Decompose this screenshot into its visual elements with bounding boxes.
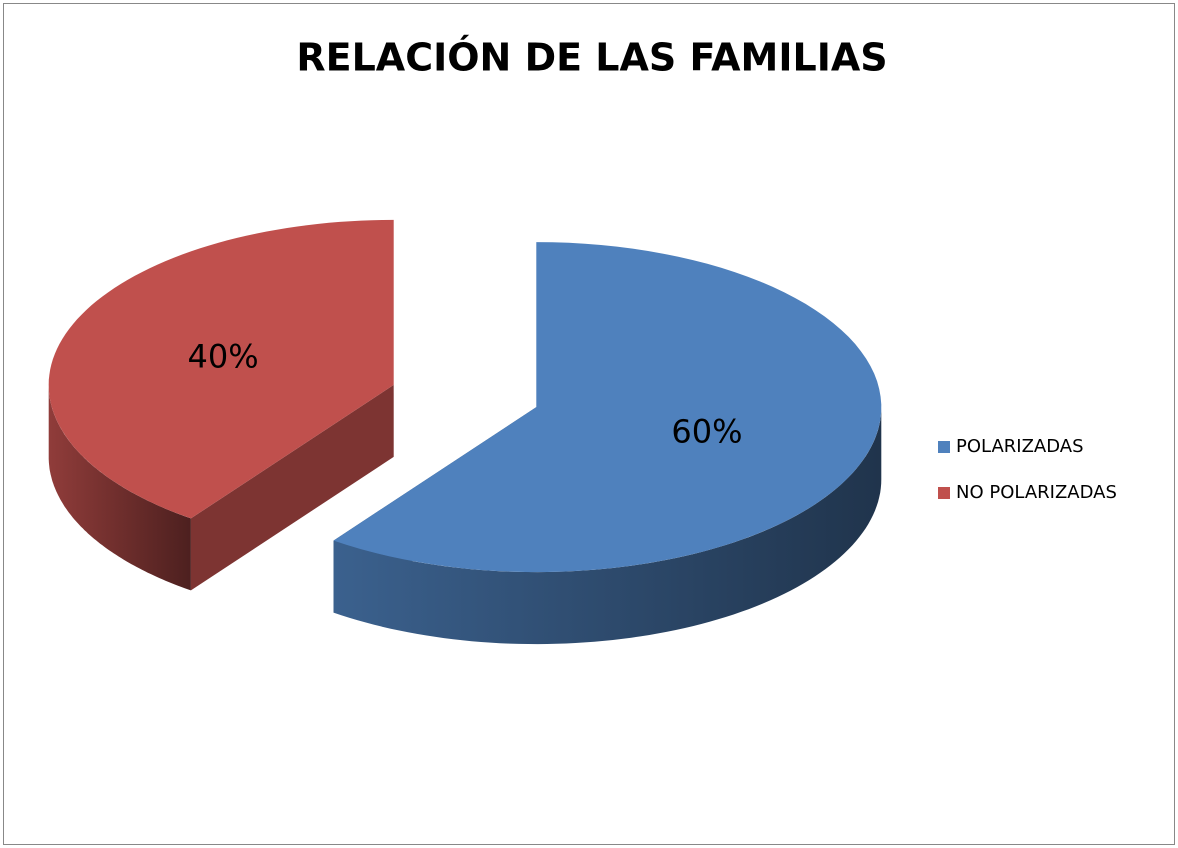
- legend-swatch: [938, 441, 950, 453]
- data-label: 60%: [671, 413, 742, 451]
- slice-wall: [48, 384, 191, 591]
- slice-wall: [333, 407, 882, 645]
- chart-title: RELACIÓN DE LAS FAMILIAS: [296, 36, 887, 80]
- slice: [48, 219, 394, 519]
- data-label: 40%: [187, 337, 258, 375]
- legend-label: POLARIZADAS: [956, 436, 1084, 457]
- legend-swatch: [938, 487, 950, 499]
- slice: [333, 242, 882, 573]
- legend-label: NO POLARIZADAS: [956, 482, 1117, 503]
- slice-cut-face: [190, 384, 394, 591]
